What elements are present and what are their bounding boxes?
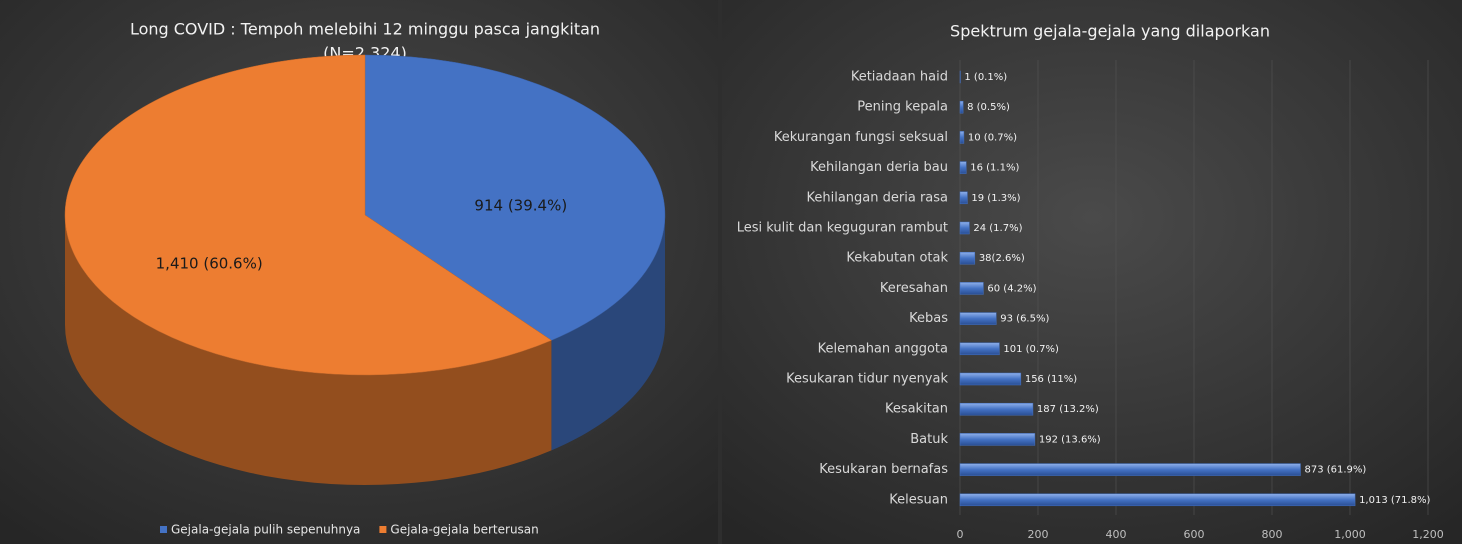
bar	[959, 372, 1022, 386]
data-label: 38(2.6%)	[979, 253, 1025, 264]
bar	[959, 131, 965, 144]
category-label: Kesakitan	[885, 402, 948, 417]
category-label: Kelesuan	[889, 492, 948, 507]
pie-slice	[364, 54, 666, 341]
bar	[959, 161, 967, 174]
data-label: 1,013 (71.8%)	[1359, 495, 1430, 506]
category-label: Keresahan	[880, 281, 948, 296]
category-label: Batuk	[910, 432, 948, 447]
category-label: Kebas	[909, 311, 948, 326]
data-label: 1 (0.1%)	[964, 72, 1007, 83]
data-label: 16 (1.1%)	[970, 163, 1019, 174]
category-label: Kekurangan fungsi seksual	[774, 130, 948, 145]
bar	[959, 221, 970, 235]
legend-label: Gejala-gejala pulih sepenuhnya	[171, 523, 360, 537]
category-label: Kehilangan deria bau	[810, 160, 948, 175]
category-label: Kelemahan anggota	[818, 341, 948, 356]
data-label: 1,410 (60.6%)	[156, 254, 263, 272]
bar	[959, 251, 976, 265]
category-label: Ketiadaan haid	[851, 70, 948, 85]
bar	[959, 493, 1356, 507]
x-tick-label: 1,200	[1412, 528, 1444, 541]
bar	[959, 282, 984, 295]
data-label: 187 (13.2%)	[1037, 404, 1099, 415]
pie-side	[65, 215, 552, 485]
pie-chart: Long COVID : Tempoh melebihi 12 minggu p…	[64, 20, 666, 537]
pie-side	[551, 215, 665, 451]
x-tick-label: 0	[957, 528, 964, 541]
bar	[959, 100, 964, 114]
data-label: 156 (11%)	[1025, 374, 1077, 385]
data-label: 101 (0.7%)	[1003, 344, 1059, 355]
bar	[959, 402, 1034, 416]
x-tick-label: 600	[1184, 528, 1205, 541]
x-tick-label: 1,000	[1334, 528, 1366, 541]
data-label: 873 (61.9%)	[1304, 465, 1366, 476]
data-label: 19 (1.3%)	[971, 193, 1020, 204]
category-label: Pening kepala	[857, 100, 948, 115]
x-tick-label: 200	[1028, 528, 1049, 541]
bar	[959, 433, 1036, 446]
data-label: 93 (6.5%)	[1000, 314, 1049, 325]
data-label: 24 (1.7%)	[973, 223, 1022, 234]
data-label: 192 (13.6%)	[1039, 434, 1101, 445]
pie-slice	[64, 54, 552, 376]
category-label: Kekabutan otak	[846, 251, 948, 266]
legend-label: Gejala-gejala berterusan	[390, 523, 538, 537]
category-label: Kesukaran bernafas	[819, 462, 948, 477]
category-label: Lesi kulit dan keguguran rambut	[737, 221, 948, 236]
data-label: 914 (39.4%)	[474, 197, 567, 215]
bar	[959, 312, 997, 325]
x-tick-label: 400	[1106, 528, 1127, 541]
data-label: 60 (4.2%)	[987, 283, 1036, 294]
chart-title: Long COVID : Tempoh melebihi 12 minggu p…	[130, 20, 600, 39]
chart-title: Spektrum gejala-gejala yang dilaporkan	[950, 22, 1270, 41]
category-label: Kesukaran tidur nyenyak	[786, 372, 948, 387]
legend-swatch	[379, 526, 387, 533]
bar-panel	[722, 0, 1462, 544]
category-label: Kehilangan deria rasa	[807, 190, 949, 205]
legend-swatch	[160, 526, 167, 533]
bar-chart: Spektrum gejala-gejala yang dilaporkan 0 2…	[737, 22, 1444, 542]
data-label: 10 (0.7%)	[968, 132, 1017, 143]
bar	[959, 342, 1000, 356]
x-tick-label: 800	[1262, 528, 1283, 541]
bar	[959, 191, 968, 205]
bar	[959, 463, 1301, 476]
data-label: 8 (0.5%)	[967, 102, 1010, 113]
